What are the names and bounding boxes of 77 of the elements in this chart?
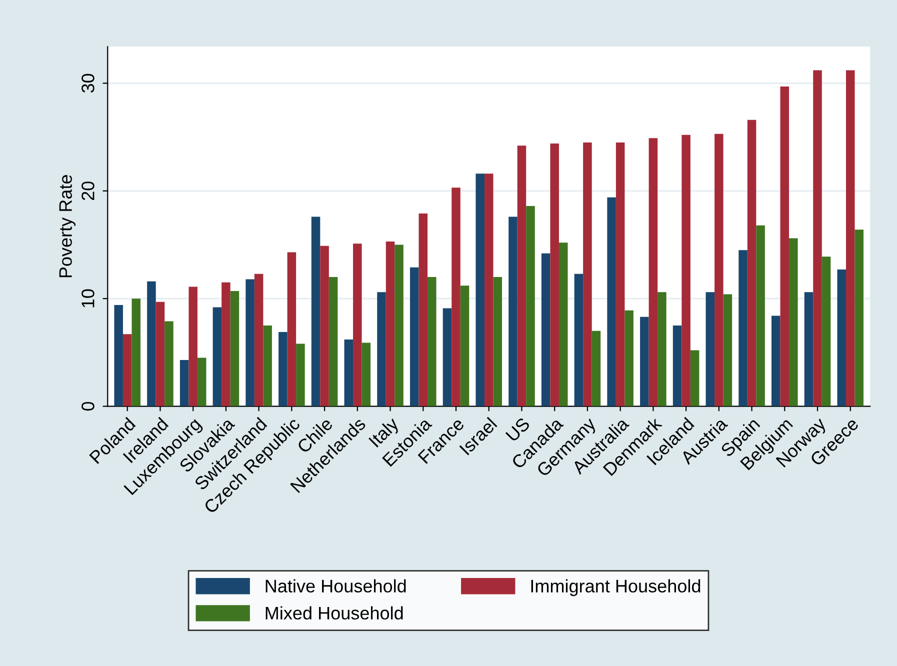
bar [846, 70, 855, 406]
bar [476, 174, 484, 406]
bar [212, 307, 222, 406]
bar [328, 277, 338, 406]
legend-label: Mixed Household [266, 606, 403, 620]
bar [607, 197, 616, 406]
bar [188, 286, 198, 406]
bar [180, 360, 189, 406]
bar [583, 142, 592, 406]
bar [222, 282, 230, 406]
bar [263, 326, 272, 406]
bar [362, 342, 371, 406]
bar [648, 138, 658, 406]
bar [394, 244, 404, 406]
bar [723, 294, 732, 406]
bar [508, 216, 518, 406]
y-tick-label: 30 [82, 74, 94, 93]
bar [353, 244, 362, 406]
bar [854, 230, 864, 406]
bar [484, 174, 494, 406]
legend-label: Immigrant Household [531, 579, 700, 596]
y-tick-label: 0 [82, 402, 94, 411]
y-tick-label: 10 [82, 289, 94, 308]
bar [254, 274, 264, 406]
y-tick-label: 20 [82, 182, 94, 200]
bar [230, 291, 240, 406]
bar [574, 274, 584, 406]
bar [132, 298, 141, 406]
bar [493, 277, 502, 406]
bar [738, 250, 748, 406]
bar [296, 344, 305, 406]
bar [320, 246, 329, 406]
bar [442, 308, 452, 406]
bar [804, 292, 814, 406]
bar [377, 292, 386, 406]
bar [813, 70, 822, 406]
bar [789, 238, 798, 406]
bar [418, 214, 428, 406]
bar [640, 316, 649, 406]
bar [558, 242, 568, 406]
bar [756, 225, 765, 406]
bar [122, 334, 132, 406]
bar [616, 142, 625, 406]
bar [197, 358, 206, 406]
bar [517, 146, 526, 406]
bar [658, 292, 666, 406]
bar [780, 86, 790, 406]
bar [592, 330, 601, 406]
bar [541, 253, 550, 406]
legend-label: Native Household [266, 579, 406, 593]
bar [278, 332, 288, 406]
bar [386, 242, 395, 406]
bar [344, 340, 354, 406]
bar [714, 134, 724, 406]
bar [287, 252, 296, 406]
bar [311, 216, 320, 406]
bar [460, 286, 470, 406]
bar [147, 281, 156, 406]
bar [452, 188, 460, 406]
bar [246, 279, 254, 406]
bar [706, 292, 715, 406]
bar [822, 256, 831, 406]
bar [550, 144, 559, 406]
bar [526, 206, 535, 406]
bar [837, 270, 846, 406]
bar [747, 120, 756, 406]
bar [682, 134, 690, 406]
bar [164, 321, 174, 406]
bar [410, 267, 419, 406]
bar [156, 302, 165, 406]
bar [428, 277, 436, 406]
bar [771, 316, 780, 406]
bar [672, 326, 682, 406]
y-axis-title: Poverty Rate [59, 175, 76, 278]
bar [114, 305, 123, 406]
bar [690, 350, 700, 406]
bar [624, 310, 634, 406]
